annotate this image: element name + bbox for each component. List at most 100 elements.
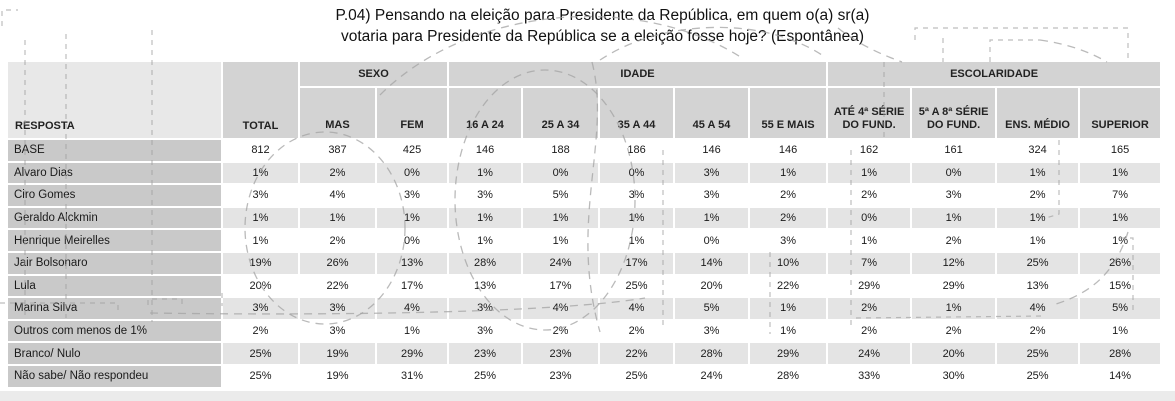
value-cell: 1% xyxy=(912,207,996,229)
value-cell: 30% xyxy=(912,365,996,387)
value-cell: 5% xyxy=(523,185,599,206)
value-cell: 0% xyxy=(523,162,599,184)
table-row: Outros com menos de 1% 2% 3% 1% 3% 2% 2% 3% 1% 2%… xyxy=(8,320,1161,342)
value-cell: 31% xyxy=(377,365,448,387)
value-cell: 165 xyxy=(1080,140,1161,161)
title-line-2: votaria para Presidente da República se … xyxy=(340,28,865,45)
value-cell: 0% xyxy=(377,230,448,251)
value-cell: 3% xyxy=(912,185,996,206)
value-cell: 3% xyxy=(223,298,298,319)
row-label: Marina Silva xyxy=(8,298,221,319)
value-cell: 1% xyxy=(223,162,298,184)
value-cell: 186 xyxy=(600,140,674,161)
group-header-row: RESPOSTA TOTAL SEXO IDADE ESCOLARIDADE xyxy=(8,62,1161,138)
value-cell: 0% xyxy=(675,230,749,251)
value-cell: 2% xyxy=(523,320,599,342)
row-label: Lula xyxy=(8,275,221,297)
value-cell: 26% xyxy=(1080,252,1161,274)
value-cell: 28% xyxy=(449,252,522,274)
value-cell: 24% xyxy=(675,365,749,387)
table-row: Henrique Meirelles 1% 2% 0% 1% 1% 1% 0% 3% 1% 2% 1%… xyxy=(8,230,1161,251)
value-cell: 25% xyxy=(997,252,1079,274)
value-cell: 22% xyxy=(300,275,375,297)
value-cell: 2% xyxy=(912,320,996,342)
survey-crosstab-table: RESPOSTA TOTAL SEXO IDADE ESCOLARIDADE M… xyxy=(6,60,1162,389)
value-cell: 1% xyxy=(223,207,298,229)
value-cell: 146 xyxy=(449,140,522,161)
value-cell: 1% xyxy=(1080,230,1161,251)
value-cell: 5% xyxy=(1080,298,1161,319)
table-row: Não sabe/ Não respondeu 25% 19% 31% 25% 23% 25… xyxy=(8,365,1161,387)
value-cell: 1% xyxy=(1080,162,1161,184)
value-cell: 1% xyxy=(600,230,674,251)
value-cell: 25% xyxy=(600,365,674,387)
value-cell: 1% xyxy=(997,230,1079,251)
row-label: Branco/ Nulo xyxy=(8,343,221,364)
value-cell: 2% xyxy=(828,298,911,319)
column-header-3: 25 A 34 xyxy=(523,88,599,138)
value-cell: 2% xyxy=(997,320,1079,342)
value-cell: 161 xyxy=(912,140,996,161)
value-cell: 3% xyxy=(377,185,448,206)
value-cell: 1% xyxy=(675,207,749,229)
value-cell: 146 xyxy=(675,140,749,161)
value-cell: 1% xyxy=(750,320,827,342)
value-cell: 1% xyxy=(1080,207,1161,229)
value-cell: 28% xyxy=(675,343,749,364)
value-cell: 20% xyxy=(675,275,749,297)
value-cell: 2% xyxy=(223,320,298,342)
value-cell: 2% xyxy=(828,320,911,342)
value-cell: 1% xyxy=(750,298,827,319)
value-cell: 2% xyxy=(300,162,375,184)
value-cell: 13% xyxy=(997,275,1079,297)
value-cell: 14% xyxy=(1080,365,1161,387)
value-cell: 2% xyxy=(300,230,375,251)
value-cell: 4% xyxy=(377,298,448,319)
row-label: Ciro Gomes xyxy=(8,185,221,206)
table-body: BASE 812 387 425 146 188 186 146 146 162 161 324 165… xyxy=(8,140,1161,387)
table-row: BASE 812 387 425 146 188 186 146 146 162 161 324 165 xyxy=(8,140,1161,161)
table-row: Marina Silva 3% 3% 4% 3% 4% 4% 5% 1% 2% 1% 4% 5% xyxy=(8,298,1161,319)
value-cell: 15% xyxy=(1080,275,1161,297)
value-cell: 25% xyxy=(600,275,674,297)
value-cell: 4% xyxy=(600,298,674,319)
value-cell: 29% xyxy=(912,275,996,297)
value-cell: 3% xyxy=(449,320,522,342)
value-cell: 29% xyxy=(750,343,827,364)
group-header-idade: IDADE xyxy=(449,62,827,86)
value-cell: 24% xyxy=(523,252,599,274)
value-cell: 25% xyxy=(449,365,522,387)
value-cell: 1% xyxy=(523,207,599,229)
value-cell: 28% xyxy=(1080,343,1161,364)
column-header-10: SUPERIOR xyxy=(1080,88,1161,138)
value-cell: 26% xyxy=(300,252,375,274)
response-column-header: RESPOSTA xyxy=(8,62,221,138)
value-cell: 7% xyxy=(1080,185,1161,206)
value-cell: 324 xyxy=(997,140,1079,161)
value-cell: 3% xyxy=(449,185,522,206)
row-label: Alvaro Dias xyxy=(8,162,221,184)
value-cell: 1% xyxy=(449,230,522,251)
value-cell: 17% xyxy=(377,275,448,297)
value-cell: 25% xyxy=(223,365,298,387)
value-cell: 3% xyxy=(300,320,375,342)
value-cell: 24% xyxy=(828,343,911,364)
value-cell: 4% xyxy=(997,298,1079,319)
value-cell: 4% xyxy=(523,298,599,319)
value-cell: 29% xyxy=(377,343,448,364)
value-cell: 1% xyxy=(223,230,298,251)
value-cell: 20% xyxy=(223,275,298,297)
value-cell: 0% xyxy=(600,162,674,184)
value-cell: 19% xyxy=(300,343,375,364)
value-cell: 1% xyxy=(300,207,375,229)
value-cell: 1% xyxy=(997,162,1079,184)
value-cell: 22% xyxy=(600,343,674,364)
value-cell: 2% xyxy=(997,185,1079,206)
value-cell: 28% xyxy=(750,365,827,387)
column-header-0: MAS xyxy=(300,88,375,138)
column-header-5: 45 A 54 xyxy=(675,88,749,138)
value-cell: 5% xyxy=(675,298,749,319)
value-cell: 1% xyxy=(828,162,911,184)
value-cell: 29% xyxy=(828,275,911,297)
value-cell: 1% xyxy=(997,207,1079,229)
